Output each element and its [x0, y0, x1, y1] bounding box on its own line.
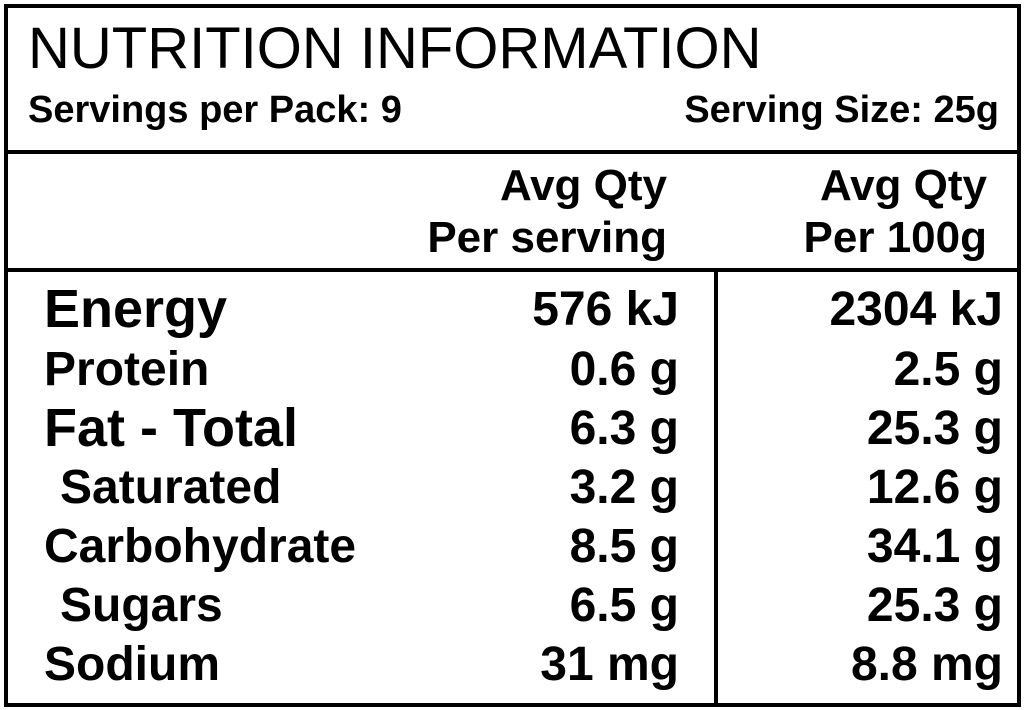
per-100g-value: 25.3 g — [866, 402, 1003, 455]
table-row-sodium: Sodium 31 mg 8.8 mg — [8, 635, 1017, 694]
nutrient-label: Fat - Total — [44, 398, 298, 458]
per-100g-value: 34.1 g — [866, 520, 1003, 573]
per-serving-value: 0.6 g — [569, 343, 679, 396]
panel-title: NUTRITION INFORMATION — [28, 16, 762, 81]
per-serving-value: 3.2 g — [569, 461, 679, 514]
per-100g-value: 12.6 g — [866, 461, 1003, 514]
table-row-energy: Energy 576 kJ 2304 kJ — [8, 280, 1017, 339]
table-row-fat-total: Fat - Total 6.3 g 25.3 g — [8, 399, 1017, 458]
nutrient-label: Saturated — [60, 461, 282, 514]
nutrient-label: Protein — [44, 343, 210, 396]
column-header-per-serving-line2: Per serving — [427, 213, 667, 262]
per-100g-value: 2304 kJ — [829, 283, 1003, 336]
nutrient-label: Carbohydrate — [44, 520, 357, 573]
column-header-per-100g-line1: Avg Qty — [819, 161, 987, 210]
column-header-per-serving: Avg Qty Per serving — [427, 160, 667, 264]
column-divider — [714, 272, 718, 703]
per-100g-value: 25.3 g — [866, 579, 1003, 632]
nutrient-label: Sugars — [60, 579, 223, 632]
column-header-per-100g: Avg Qty Per 100g — [804, 160, 987, 264]
column-header-per-100g-line2: Per 100g — [803, 213, 987, 262]
table-row-saturated: Saturated 3.2 g 12.6 g — [8, 458, 1017, 517]
per-100g-value: 8.8 mg — [850, 638, 1003, 691]
table-row-carbohydrate: Carbohydrate 8.5 g 34.1 g — [8, 517, 1017, 576]
table-row-sugars: Sugars 6.5 g 25.3 g — [8, 576, 1017, 635]
servings-per-pack: Servings per Pack: 9 — [28, 89, 402, 131]
per-100g-value: 2.5 g — [893, 343, 1003, 396]
table-row-protein: Protein 0.6 g 2.5 g — [8, 340, 1017, 399]
per-serving-value: 576 kJ — [532, 283, 679, 336]
nutrient-label: Energy — [44, 279, 228, 339]
nutrient-table: Energy 576 kJ 2304 kJ Protein 0.6 g 2.5 … — [8, 272, 1017, 703]
per-serving-value: 31 mg — [540, 638, 679, 691]
column-headers: Avg Qty Per serving Avg Qty Per 100g — [8, 154, 1017, 272]
nutrient-label: Sodium — [44, 638, 220, 691]
serving-size: Serving Size: 25g — [684, 89, 999, 131]
nutrition-panel: NUTRITION INFORMATION Servings per Pack:… — [4, 4, 1021, 707]
per-serving-value: 6.5 g — [569, 579, 679, 632]
panel-header: NUTRITION INFORMATION Servings per Pack:… — [8, 8, 1017, 154]
per-serving-value: 8.5 g — [569, 520, 679, 573]
column-header-per-serving-line1: Avg Qty — [499, 161, 667, 210]
per-serving-value: 6.3 g — [569, 402, 679, 455]
